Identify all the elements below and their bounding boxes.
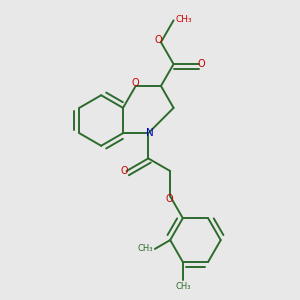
- Text: CH₃: CH₃: [175, 282, 190, 291]
- Text: O: O: [154, 35, 162, 46]
- Text: O: O: [132, 78, 140, 88]
- Text: N: N: [146, 128, 153, 138]
- Text: CH₃: CH₃: [138, 244, 153, 253]
- Text: O: O: [165, 194, 173, 204]
- Text: CH₃: CH₃: [175, 15, 192, 24]
- Text: O: O: [120, 166, 128, 176]
- Text: O: O: [197, 59, 205, 69]
